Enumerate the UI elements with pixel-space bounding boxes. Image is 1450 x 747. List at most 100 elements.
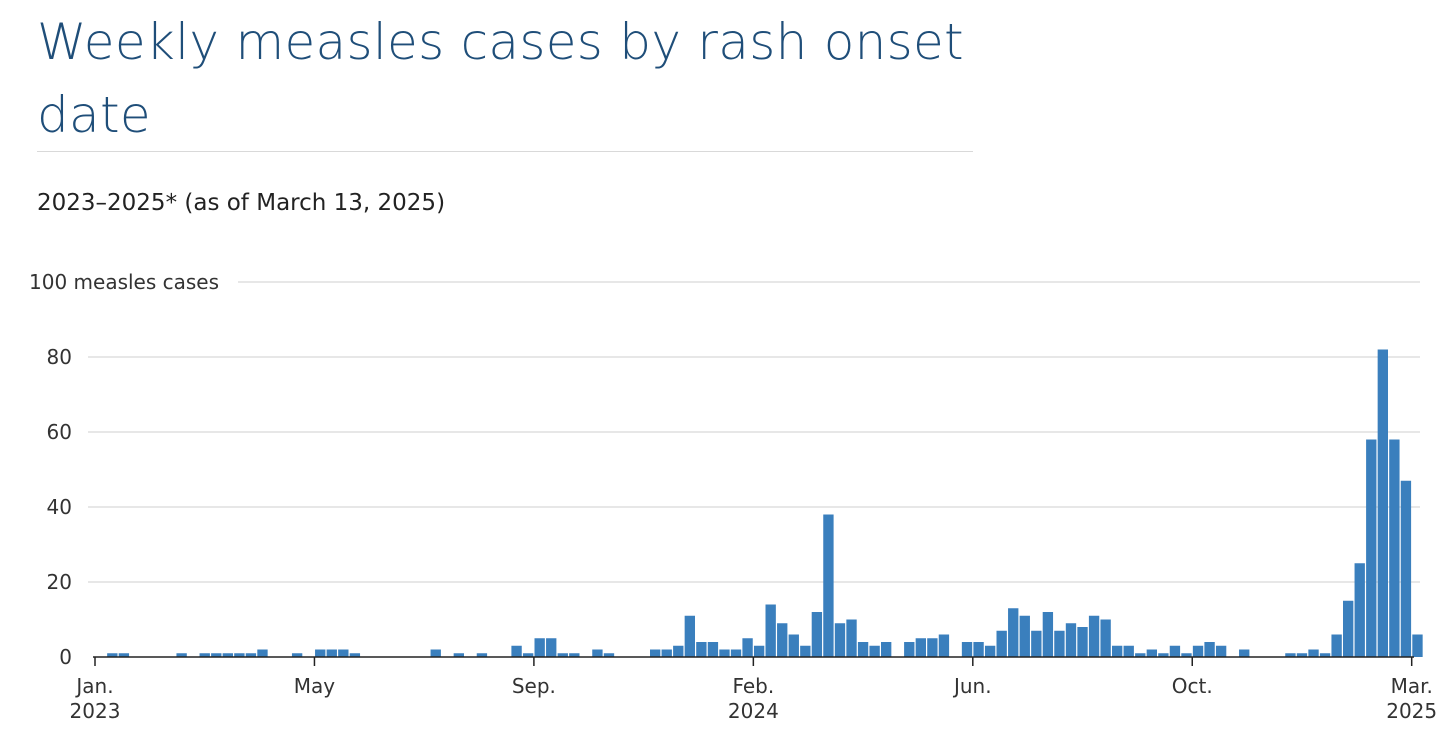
bar <box>1100 619 1111 657</box>
bar <box>522 653 534 657</box>
bar <box>730 649 742 657</box>
x-tick-year-label: 2024 <box>728 699 779 723</box>
x-tick-label: May <box>294 674 336 698</box>
bar <box>222 653 233 657</box>
bar <box>1112 645 1123 657</box>
bar <box>915 638 926 657</box>
bar <box>245 653 257 657</box>
bar <box>1008 608 1019 657</box>
bar <box>811 612 823 657</box>
bar <box>107 653 118 657</box>
bar <box>1308 649 1319 657</box>
chart-subtitle: 2023–2025* (as of March 13, 2025) <box>37 190 446 216</box>
bar <box>1065 623 1077 657</box>
bar <box>453 653 464 657</box>
gridlines <box>88 281 1420 583</box>
x-tick-label: Oct. <box>1172 674 1213 698</box>
bar <box>546 638 557 657</box>
bar <box>1031 630 1042 657</box>
bar <box>1192 645 1204 657</box>
bar <box>1331 634 1342 657</box>
bar <box>118 653 130 657</box>
bar <box>315 649 326 657</box>
bar <box>338 649 349 657</box>
bar <box>1135 653 1146 657</box>
bar <box>1088 615 1100 657</box>
bar <box>904 642 915 657</box>
bar <box>1239 649 1250 657</box>
bar <box>996 630 1007 657</box>
bar <box>834 623 846 657</box>
bar <box>1077 627 1088 657</box>
y-tick-label: 20 <box>47 570 72 594</box>
bar <box>1366 439 1377 657</box>
x-tick-year-label: 2025 <box>1386 699 1437 723</box>
x-tick-year-label: 2023 <box>70 699 121 723</box>
bar <box>961 642 973 657</box>
bar <box>707 642 719 657</box>
bar <box>788 634 799 657</box>
bar <box>1215 645 1227 657</box>
bar <box>291 653 303 657</box>
bar <box>430 649 441 657</box>
bar <box>846 619 857 657</box>
bar <box>1296 653 1308 657</box>
bar <box>753 645 765 657</box>
bar <box>684 615 695 657</box>
bar <box>511 645 522 657</box>
bar <box>592 649 603 657</box>
y-tick-label: 80 <box>47 345 72 369</box>
bar <box>927 638 938 657</box>
bar <box>603 653 615 657</box>
bar <box>557 653 568 657</box>
bar <box>1123 645 1134 657</box>
bar <box>1169 645 1181 657</box>
bar <box>534 638 545 657</box>
bar <box>1343 600 1354 657</box>
x-tick-label: Jan. <box>74 674 113 698</box>
chart-title: Weekly measles cases by rash onset date <box>37 13 964 144</box>
bar <box>800 645 811 657</box>
bar <box>1042 612 1054 657</box>
bar <box>211 653 222 657</box>
bar <box>1158 653 1169 657</box>
y-tick-label: 100 measles cases <box>29 270 219 294</box>
bar <box>1146 649 1157 657</box>
bar <box>1204 642 1215 657</box>
bar <box>984 645 996 657</box>
bar <box>938 634 950 657</box>
bar <box>881 642 892 657</box>
bar <box>719 649 730 657</box>
x-axis: Jan.2023 May Sep. Feb.2024 Jun. Oct. Mar.2025 <box>70 656 1437 723</box>
bar <box>1400 480 1412 657</box>
bar <box>696 642 707 657</box>
bar <box>673 645 684 657</box>
bars <box>107 349 1423 657</box>
bar <box>1181 653 1192 657</box>
bar <box>1412 634 1423 657</box>
bar <box>326 649 337 657</box>
bar <box>1054 630 1065 657</box>
bar <box>973 642 984 657</box>
x-tick-label: Jun. <box>952 674 992 698</box>
bar <box>1319 653 1331 657</box>
x-tick-label: Feb. <box>732 674 774 698</box>
y-axis-labels: 0 20 40 60 80 100 measles cases <box>29 270 219 669</box>
x-tick-label: Mar. <box>1391 674 1433 698</box>
bar <box>777 623 788 657</box>
bar <box>823 514 834 657</box>
bar <box>349 653 361 657</box>
bar <box>650 649 661 657</box>
bar <box>765 604 776 657</box>
y-tick-label: 60 <box>47 420 72 444</box>
bar <box>1354 563 1365 657</box>
bar <box>176 653 187 657</box>
bar <box>199 653 210 657</box>
bar <box>869 645 880 657</box>
y-tick-label: 0 <box>59 645 72 669</box>
bar <box>257 649 268 657</box>
bar <box>234 653 245 657</box>
bar <box>569 653 580 657</box>
bar <box>857 642 869 657</box>
